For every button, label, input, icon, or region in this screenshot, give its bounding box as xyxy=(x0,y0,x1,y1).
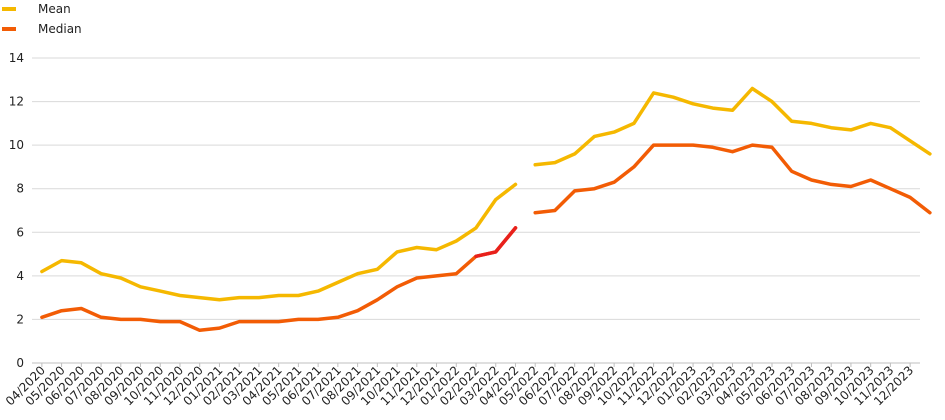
legend: Mean Median xyxy=(2,2,82,36)
y-tick-label: 2 xyxy=(16,312,24,326)
series-line-mean-segment-2 xyxy=(533,86,932,167)
y-tick-label: 4 xyxy=(16,269,24,283)
x-axis-ticks: 04/202005/202006/202007/202008/202009/20… xyxy=(3,363,916,408)
y-tick-label: 8 xyxy=(16,182,24,196)
y-tick-label: 14 xyxy=(9,51,24,65)
gridlines xyxy=(32,57,920,364)
series-line-median-segment-1 xyxy=(40,226,518,333)
legend-label-median: Median xyxy=(38,22,82,36)
y-tick-label: 10 xyxy=(9,138,24,152)
y-axis-ticks: 0 2 4 6 8 10 12 14 xyxy=(9,51,24,370)
y-tick-label: 6 xyxy=(16,225,24,239)
series-line-median-highlight xyxy=(474,226,518,259)
series-line-mean-segment-1 xyxy=(40,182,518,302)
y-tick-label: 12 xyxy=(9,95,24,109)
y-tick-label: 0 xyxy=(16,356,24,370)
series-lines xyxy=(40,86,932,333)
series-line-median-segment-2 xyxy=(533,143,932,215)
legend-label-mean: Mean xyxy=(38,2,71,16)
